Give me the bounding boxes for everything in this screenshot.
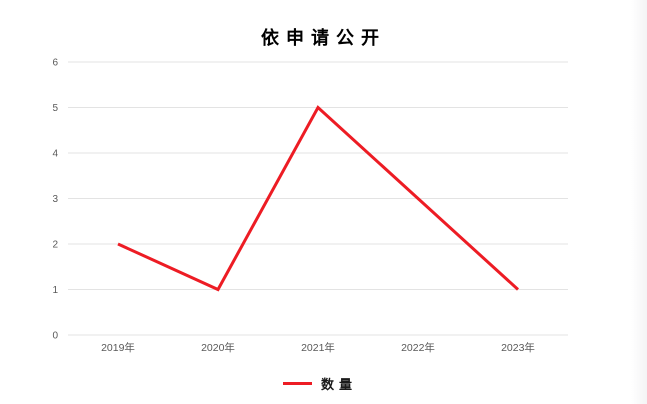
legend: 数量 [0,374,640,393]
y-tick-label: 0 [52,331,58,342]
x-tick-label: 2020年 [201,341,235,354]
legend-line-marker [282,382,312,385]
x-tick-label: 2023年 [501,341,535,354]
y-tick-label: 6 [52,58,58,69]
data-line-series [117,105,520,292]
y-tick-label: 4 [52,149,58,160]
y-tick-label: 1 [52,285,58,296]
chart-title: 依申请公开 [261,28,386,48]
y-tick-label: 5 [52,103,58,114]
x-tick-label: 2021年 [301,341,335,354]
y-tick-label: 3 [52,194,58,205]
x-tick-label: 2019年 [101,341,135,354]
x-tick-label: 2022年 [401,341,435,354]
y-tick-label: 2 [52,240,58,251]
legend-label: 数量 [320,377,357,392]
